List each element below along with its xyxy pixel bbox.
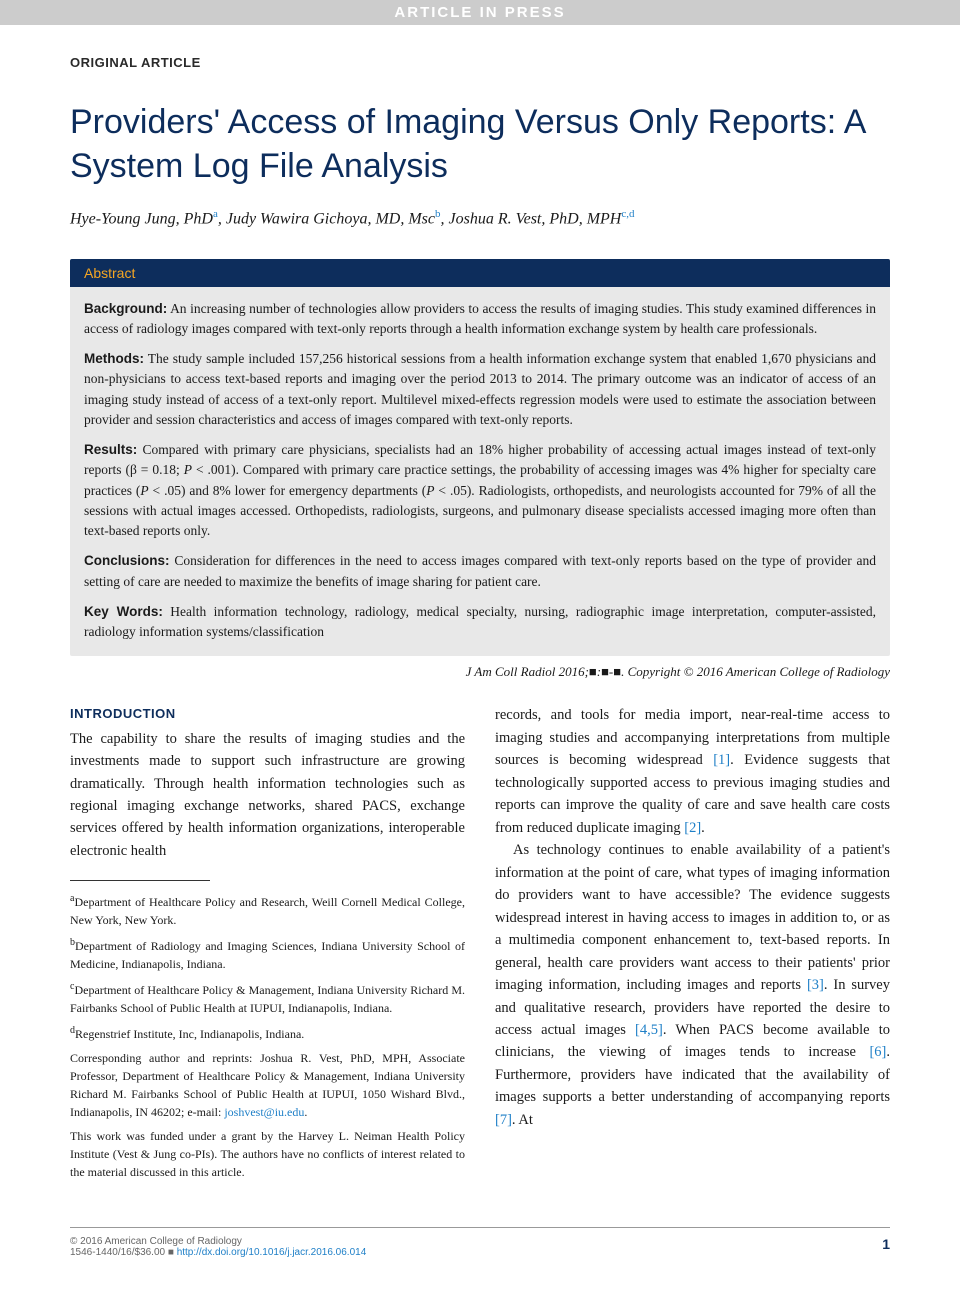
footer-copyright: © 2016 American College of Radiology [70,1236,366,1247]
affiliation-divider [70,880,210,881]
abstract-conclusions: Conclusions: Consideration for differenc… [84,551,876,592]
abstract-background: Background: An increasing number of tech… [84,299,876,340]
abstract-keywords: Key Words: Health information technology… [84,602,876,643]
affiliation-a: aDepartment of Healthcare Policy and Res… [70,891,465,929]
abstract-results: Results: Compared with primary care phys… [84,440,876,541]
abstract-keywords-text: Health information technology, radiology… [84,604,876,639]
abstract-keywords-label: Key Words: [84,604,163,619]
abstract-conclusions-label: Conclusions: [84,553,170,568]
body-columns: INTRODUCTION The capability to share the… [70,704,890,1187]
abstract-methods-label: Methods: [84,351,144,366]
introduction-heading: INTRODUCTION [70,704,465,724]
author-list: Hye-Young Jung, PhDa, Judy Wawira Gichoy… [70,208,890,228]
abstract-box: Abstract Background: An increasing numbe… [70,259,890,657]
affiliation-b: bDepartment of Radiology and Imaging Sci… [70,935,465,973]
affiliation-c: cDepartment of Healthcare Policy & Manag… [70,979,465,1017]
abstract-results-text: Compared with primary care physicians, s… [84,442,876,538]
abstract-methods-text: The study sample included 157,256 histor… [84,351,876,427]
abstract-background-text: An increasing number of technologies all… [84,301,876,336]
funding-statement: This work was funded under a grant by th… [70,1127,465,1181]
abstract-conclusions-text: Consideration for differences in the nee… [84,553,876,588]
abstract-heading: Abstract [70,259,890,287]
abstract-results-label: Results: [84,442,137,457]
abstract-methods: Methods: The study sample included 157,2… [84,349,876,430]
abstract-background-label: Background: [84,301,167,316]
page-number: 1 [882,1236,890,1258]
footer-left: © 2016 American College of Radiology 154… [70,1236,366,1258]
intro-paragraph-1: The capability to share the results of i… [70,728,465,863]
right-column: records, and tools for media import, nea… [495,704,890,1187]
intro-paragraph-2: records, and tools for media import, nea… [495,704,890,839]
left-column: INTRODUCTION The capability to share the… [70,704,465,1187]
abstract-body: Background: An increasing number of tech… [70,287,890,657]
article-type-label: ORIGINAL ARTICLE [70,55,890,70]
footer-issn-doi: 1546-1440/16/$36.00 ■ http://dx.doi.org/… [70,1247,366,1258]
article-in-press-banner: ARTICLE IN PRESS [0,0,960,25]
intro-paragraph-3: As technology continues to enable availa… [495,839,890,1131]
page-footer: © 2016 American College of Radiology 154… [70,1227,890,1258]
article-title: Providers' Access of Imaging Versus Only… [70,100,890,188]
corresponding-author: Corresponding author and reprints: Joshu… [70,1049,465,1121]
citation-line: J Am Coll Radiol 2016;■:■-■. Copyright ©… [70,664,890,680]
affiliation-d: dRegenstrief Institute, Inc, Indianapoli… [70,1023,465,1043]
